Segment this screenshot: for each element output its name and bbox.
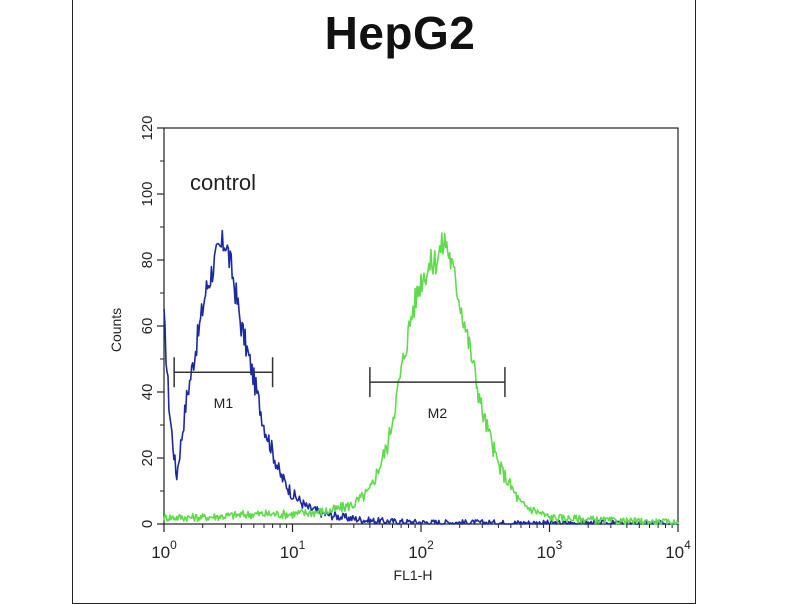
tick-layer: 0 20 40 60 80 100 120 100 101 102 103 104 <box>139 115 691 562</box>
marker-label-2: M2 <box>428 405 448 421</box>
marker-layer: M1 M2 <box>173 357 506 421</box>
y-tick-label: 60 <box>139 318 156 335</box>
series-layer <box>163 229 679 525</box>
x-tick-label: 104 <box>665 538 691 562</box>
y-tick-label: 120 <box>139 115 156 140</box>
y-tick-label: 40 <box>139 384 156 401</box>
marker-label-1: M1 <box>214 395 234 411</box>
figure-frame <box>72 0 696 604</box>
x-tick-label: 101 <box>280 538 306 562</box>
x-tick-label: 100 <box>151 538 177 562</box>
y-tick-label: 100 <box>139 181 156 206</box>
annotation-label: control <box>190 170 256 195</box>
y-tick-label: 80 <box>139 252 156 269</box>
x-axis-label: FL1-H <box>394 567 433 583</box>
series-line-1 <box>163 232 679 525</box>
y-axis-label: Counts <box>108 308 124 352</box>
chart-title: HepG2 <box>324 7 476 59</box>
series-line-0 <box>163 229 679 525</box>
x-tick-label: 102 <box>408 538 434 562</box>
x-tick-label: 103 <box>537 538 563 562</box>
y-tick-label: 20 <box>139 450 156 467</box>
y-tick-label: 0 <box>139 520 156 528</box>
